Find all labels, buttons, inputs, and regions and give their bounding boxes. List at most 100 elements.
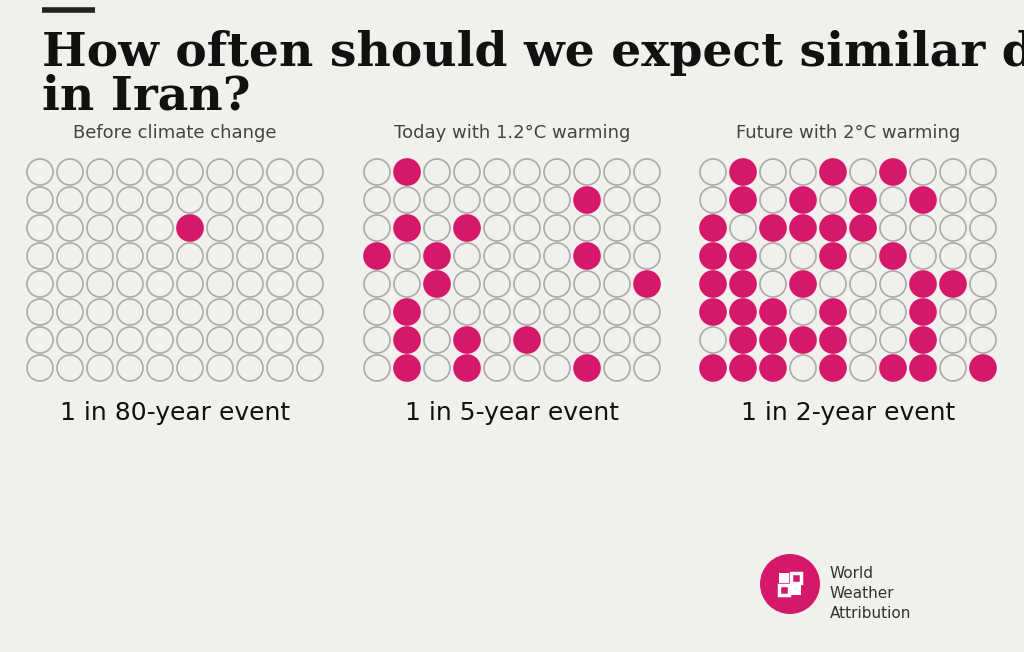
Circle shape	[207, 159, 233, 185]
Circle shape	[850, 299, 876, 325]
Circle shape	[700, 243, 726, 269]
Circle shape	[700, 299, 726, 325]
Circle shape	[87, 159, 113, 185]
Circle shape	[604, 159, 630, 185]
Circle shape	[364, 271, 390, 297]
Circle shape	[147, 271, 173, 297]
Circle shape	[237, 243, 263, 269]
Circle shape	[544, 187, 570, 213]
Circle shape	[730, 355, 756, 381]
Circle shape	[700, 187, 726, 213]
Circle shape	[364, 355, 390, 381]
Circle shape	[177, 271, 203, 297]
Circle shape	[574, 327, 600, 353]
Circle shape	[820, 299, 846, 325]
Circle shape	[394, 215, 420, 241]
Circle shape	[574, 355, 600, 381]
Circle shape	[880, 271, 906, 297]
Circle shape	[117, 355, 143, 381]
Circle shape	[604, 355, 630, 381]
Circle shape	[424, 187, 450, 213]
Circle shape	[484, 327, 510, 353]
Circle shape	[57, 159, 83, 185]
Circle shape	[27, 215, 53, 241]
Circle shape	[147, 355, 173, 381]
Circle shape	[454, 187, 480, 213]
Circle shape	[177, 187, 203, 213]
Circle shape	[267, 215, 293, 241]
Circle shape	[177, 327, 203, 353]
Circle shape	[544, 215, 570, 241]
Circle shape	[820, 271, 846, 297]
Circle shape	[634, 187, 660, 213]
Circle shape	[297, 327, 323, 353]
Circle shape	[514, 243, 540, 269]
Circle shape	[267, 159, 293, 185]
Circle shape	[730, 159, 756, 185]
Circle shape	[760, 355, 786, 381]
Circle shape	[207, 271, 233, 297]
Circle shape	[57, 243, 83, 269]
Circle shape	[700, 159, 726, 185]
Circle shape	[394, 187, 420, 213]
Circle shape	[790, 215, 816, 241]
Circle shape	[514, 271, 540, 297]
Circle shape	[700, 271, 726, 297]
Circle shape	[700, 327, 726, 353]
Circle shape	[177, 159, 203, 185]
Circle shape	[940, 271, 966, 297]
Circle shape	[297, 355, 323, 381]
Circle shape	[514, 215, 540, 241]
Circle shape	[87, 215, 113, 241]
Circle shape	[364, 159, 390, 185]
Text: How often should we expect similar droughts: How often should we expect similar droug…	[42, 30, 1024, 76]
Circle shape	[880, 187, 906, 213]
Circle shape	[267, 243, 293, 269]
Circle shape	[267, 299, 293, 325]
Circle shape	[790, 159, 816, 185]
Circle shape	[27, 159, 53, 185]
Circle shape	[177, 215, 203, 241]
Circle shape	[850, 271, 876, 297]
Circle shape	[87, 187, 113, 213]
Circle shape	[850, 327, 876, 353]
Circle shape	[87, 243, 113, 269]
Circle shape	[790, 271, 816, 297]
Circle shape	[424, 355, 450, 381]
Circle shape	[27, 187, 53, 213]
Circle shape	[484, 355, 510, 381]
Circle shape	[760, 215, 786, 241]
Circle shape	[940, 243, 966, 269]
Circle shape	[87, 355, 113, 381]
Circle shape	[424, 271, 450, 297]
Circle shape	[117, 299, 143, 325]
Circle shape	[454, 327, 480, 353]
Circle shape	[604, 299, 630, 325]
Circle shape	[730, 299, 756, 325]
Circle shape	[27, 271, 53, 297]
Circle shape	[970, 327, 996, 353]
Circle shape	[87, 299, 113, 325]
Circle shape	[237, 215, 263, 241]
Circle shape	[820, 215, 846, 241]
Circle shape	[364, 327, 390, 353]
Circle shape	[454, 243, 480, 269]
Circle shape	[27, 299, 53, 325]
Circle shape	[910, 187, 936, 213]
Circle shape	[634, 271, 660, 297]
Bar	[778, 572, 788, 583]
Circle shape	[820, 243, 846, 269]
Text: 1 in 5-year event: 1 in 5-year event	[406, 401, 618, 425]
Circle shape	[57, 271, 83, 297]
Circle shape	[394, 327, 420, 353]
Circle shape	[634, 299, 660, 325]
Circle shape	[87, 327, 113, 353]
Circle shape	[604, 215, 630, 241]
Circle shape	[394, 299, 420, 325]
Circle shape	[544, 159, 570, 185]
Circle shape	[760, 159, 786, 185]
Circle shape	[364, 215, 390, 241]
Circle shape	[27, 243, 53, 269]
Circle shape	[27, 355, 53, 381]
Circle shape	[544, 271, 570, 297]
